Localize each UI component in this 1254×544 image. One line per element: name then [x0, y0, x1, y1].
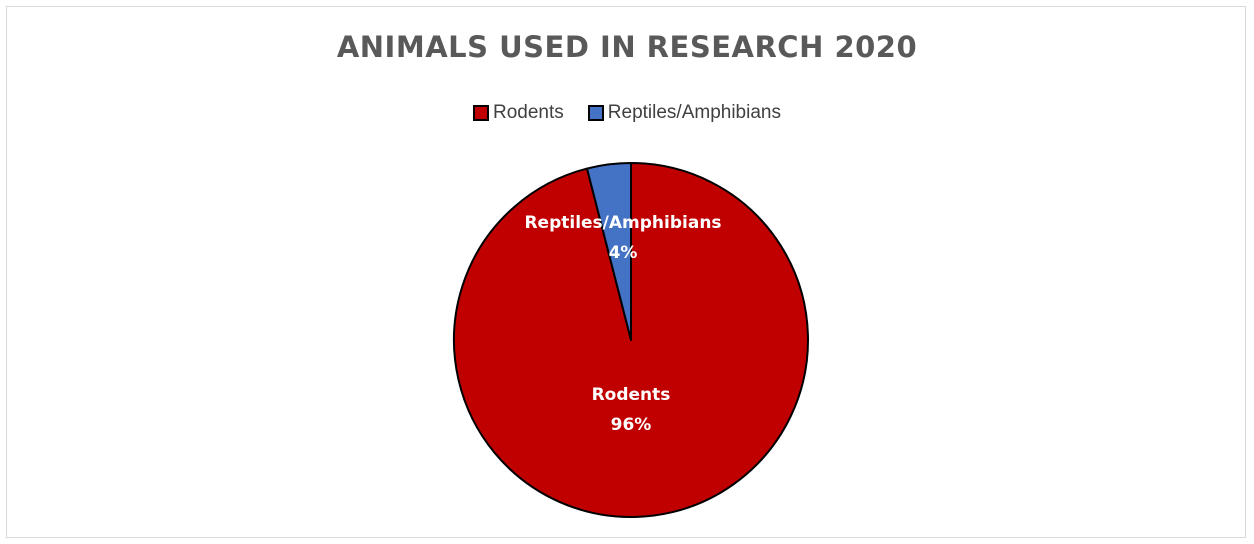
data-label-reptiles-amphibians-category: Reptiles/Amphibians [524, 213, 721, 233]
legend: Rodents Reptiles/Amphibians [0, 102, 1254, 124]
legend-label-reptiles-amphibians: Reptiles/Amphibians [607, 102, 781, 123]
slice-reptiles-amphibians [585, 162, 632, 341]
data-label-rodents-category: Rodents [592, 385, 671, 405]
slice-rodents [453, 162, 809, 518]
legend-swatch-rodents [473, 105, 489, 121]
data-label-rodents: Rodents 96% [592, 385, 671, 435]
legend-label-rodents: Rodents [493, 102, 564, 123]
legend-swatch-reptiles-amphibians [587, 105, 604, 121]
legend-item-reptiles-amphibians: Reptiles/Amphibians [587, 102, 781, 124]
chart-title: ANIMALS USED IN RESEARCH 2020 [336, 30, 918, 64]
pie-slices [453, 162, 809, 518]
data-label-rodents-percent: 96% [611, 415, 652, 435]
data-label-reptiles-amphibians-percent: 4% [609, 243, 638, 263]
pie-data-labels: Rodents 96% Reptiles/Amphibians 4% [524, 213, 721, 435]
data-label-reptiles-amphibians: Reptiles/Amphibians 4% [524, 213, 721, 263]
legend-item-rodents: Rodents [473, 102, 564, 124]
